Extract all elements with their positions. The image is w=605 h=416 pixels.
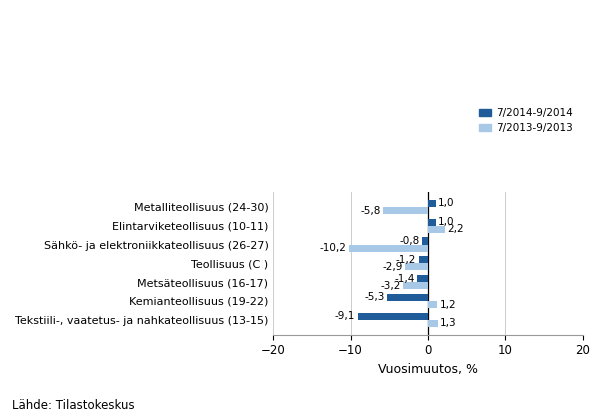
Bar	[428, 219, 436, 226]
Text: -10,2: -10,2	[320, 243, 347, 253]
Text: 1,0: 1,0	[438, 198, 454, 208]
Bar	[349, 245, 428, 252]
Text: 1,0: 1,0	[438, 217, 454, 227]
Bar	[387, 294, 428, 301]
Text: Lähde: Tilastokeskus: Lähde: Tilastokeskus	[12, 399, 135, 412]
Text: 1,2: 1,2	[439, 300, 456, 310]
Text: -1,4: -1,4	[394, 274, 415, 284]
Text: -1,2: -1,2	[396, 255, 416, 265]
Bar	[403, 282, 428, 289]
Text: 1,3: 1,3	[440, 318, 457, 328]
Text: 2,2: 2,2	[447, 224, 464, 234]
Text: -9,1: -9,1	[335, 311, 355, 321]
Bar	[383, 207, 428, 214]
Bar	[428, 301, 437, 308]
Text: -5,3: -5,3	[364, 292, 385, 302]
Bar	[417, 275, 428, 282]
X-axis label: Vuosimuutos, %: Vuosimuutos, %	[378, 363, 478, 376]
Bar	[419, 256, 428, 263]
Text: -3,2: -3,2	[381, 281, 401, 291]
Text: -2,9: -2,9	[383, 262, 403, 272]
Bar	[428, 200, 436, 207]
Bar	[405, 263, 428, 270]
Text: -0,8: -0,8	[399, 236, 419, 246]
Bar	[428, 226, 445, 233]
Bar	[428, 320, 438, 327]
Bar	[422, 238, 428, 245]
Bar	[358, 312, 428, 320]
Legend: 7/2014-9/2014, 7/2013-9/2013: 7/2014-9/2014, 7/2013-9/2013	[474, 104, 577, 137]
Text: -5,8: -5,8	[361, 206, 381, 215]
